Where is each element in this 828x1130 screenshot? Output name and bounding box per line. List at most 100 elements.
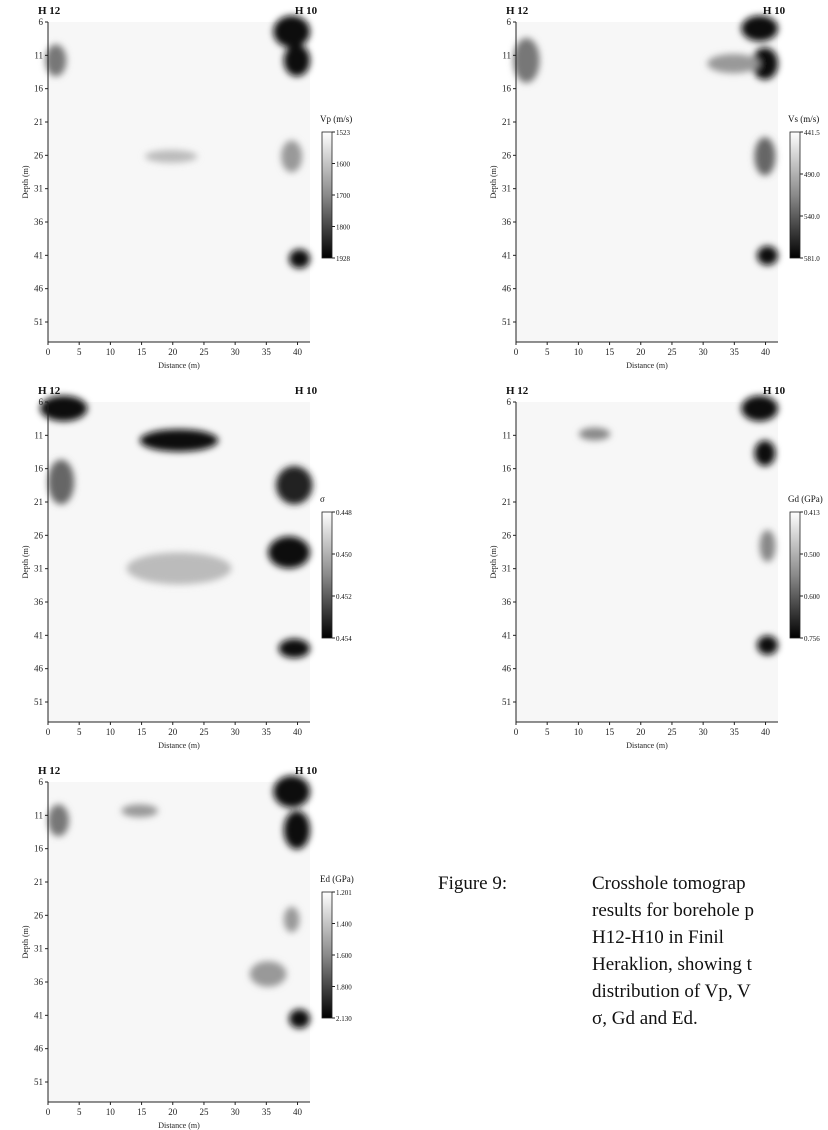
velocity-anomaly <box>289 1009 310 1029</box>
velocity-anomaly <box>273 775 310 808</box>
y-tick-label: 21 <box>34 117 43 127</box>
y-tick-label: 36 <box>502 597 512 607</box>
x-tick-label: 20 <box>168 347 178 357</box>
y-tick-label: 51 <box>34 1077 43 1087</box>
y-tick-label: 51 <box>34 317 43 327</box>
caption-line-2: results for borehole p <box>592 900 754 921</box>
colorbar <box>321 131 333 259</box>
colorbar-label: 1.800 <box>336 984 352 992</box>
colorbar-label: 540.0 <box>804 213 820 221</box>
velocity-anomaly <box>741 395 778 422</box>
y-tick-label: 26 <box>34 150 44 160</box>
caption-line-1: Crosshole tomograp <box>592 873 746 894</box>
right-borehole-label: H 10 <box>295 385 318 397</box>
y-tick-label: 21 <box>34 877 43 887</box>
x-tick-label: 5 <box>545 727 550 737</box>
x-tick-label: 20 <box>636 347 646 357</box>
panel-gd: 6 11 16 21 26 31 36 41 46 51 0 5 10 15 20 25 30 35 40 Dista… <box>468 380 823 750</box>
x-tick-label: 10 <box>574 727 584 737</box>
x-axis-label: Distance (m) <box>158 741 200 750</box>
y-tick-label: 26 <box>34 530 44 540</box>
x-tick-label: 35 <box>262 347 272 357</box>
x-tick-label: 0 <box>514 727 519 737</box>
y-tick-label: 51 <box>502 697 511 707</box>
x-tick-label: 35 <box>730 727 740 737</box>
velocity-anomaly <box>268 536 310 569</box>
x-tick-label: 0 <box>46 727 51 737</box>
colorbar-label: 1.600 <box>336 952 352 960</box>
y-axis-label: Depth (m) <box>21 165 30 198</box>
y-tick-label: 31 <box>34 184 43 194</box>
colorbar-label: 1600 <box>336 161 351 169</box>
velocity-anomaly <box>126 552 232 585</box>
y-tick-label: 6 <box>39 777 44 787</box>
x-axis-label: Distance (m) <box>626 741 668 750</box>
x-tick-label: 40 <box>293 727 303 737</box>
x-tick-label: 5 <box>77 1107 82 1117</box>
y-tick-label: 31 <box>34 944 43 954</box>
y-tick-label: 46 <box>34 1044 44 1054</box>
left-borehole-label: H 12 <box>506 5 529 17</box>
velocity-anomaly <box>121 804 159 818</box>
colorbar-title: Vs (m/s) <box>788 114 819 124</box>
x-tick-label: 5 <box>77 347 82 357</box>
tomogram-field <box>48 782 310 1102</box>
velocity-anomaly <box>281 140 303 173</box>
x-tick-label: 0 <box>46 347 51 357</box>
colorbar-label: 441.5 <box>804 129 820 137</box>
y-tick-label: 36 <box>34 597 44 607</box>
x-tick-label: 15 <box>137 1107 147 1117</box>
y-tick-label: 41 <box>34 250 43 260</box>
y-tick-label: 6 <box>39 397 44 407</box>
y-tick-label: 6 <box>39 17 44 27</box>
tomogram-field <box>48 22 310 342</box>
colorbar <box>321 511 333 639</box>
x-tick-label: 30 <box>699 727 709 737</box>
velocity-anomaly <box>48 804 69 837</box>
x-tick-label: 20 <box>168 1107 178 1117</box>
y-tick-label: 41 <box>34 1010 43 1020</box>
x-tick-label: 40 <box>293 347 303 357</box>
colorbar-title: Ed (GPa) <box>320 874 354 884</box>
colorbar-label: 0.756 <box>804 635 820 643</box>
y-tick-label: 21 <box>502 117 511 127</box>
velocity-anomaly <box>139 429 219 452</box>
caption-label: Figure 9: <box>438 873 508 894</box>
y-tick-label: 21 <box>502 497 511 507</box>
x-tick-label: 10 <box>106 727 116 737</box>
x-axis-label: Distance (m) <box>158 1121 200 1130</box>
caption-line-3: H12-H10 in Finil <box>592 927 724 948</box>
velocity-anomaly <box>40 395 88 422</box>
y-tick-label: 31 <box>502 564 511 574</box>
colorbar-label: 1928 <box>336 255 351 263</box>
velocity-anomaly <box>249 961 287 987</box>
x-tick-label: 35 <box>730 347 740 357</box>
velocity-anomaly <box>754 440 776 466</box>
x-tick-label: 25 <box>199 727 209 737</box>
velocity-anomaly <box>283 906 300 933</box>
x-tick-label: 15 <box>605 727 615 737</box>
colorbar-label: 0.500 <box>804 551 820 559</box>
x-tick-label: 25 <box>667 727 677 737</box>
y-tick-label: 31 <box>502 184 511 194</box>
y-tick-label: 16 <box>34 84 44 94</box>
y-tick-label: 26 <box>502 150 512 160</box>
velocity-anomaly <box>289 249 310 269</box>
x-tick-label: 35 <box>262 1107 272 1117</box>
y-tick-label: 16 <box>502 464 512 474</box>
x-tick-label: 30 <box>231 727 241 737</box>
y-tick-label: 36 <box>34 977 44 987</box>
velocity-anomaly <box>757 246 778 266</box>
y-axis-label: Depth (m) <box>489 545 498 578</box>
panel-vp: 6 11 16 21 26 31 36 41 46 51 0 5 10 15 20 25 30 35 40 Dista… <box>0 0 352 370</box>
caption-line-5: distribution of Vp, V <box>592 981 751 1002</box>
colorbar-label: 581.0 <box>804 255 820 263</box>
y-tick-label: 41 <box>502 250 511 260</box>
left-borehole-label: H 12 <box>38 385 61 397</box>
velocity-anomaly <box>283 44 310 77</box>
y-tick-label: 11 <box>34 430 43 440</box>
velocity-anomaly <box>278 638 310 658</box>
y-axis-label: Depth (m) <box>21 925 30 958</box>
y-axis-label: Depth (m) <box>489 165 498 198</box>
